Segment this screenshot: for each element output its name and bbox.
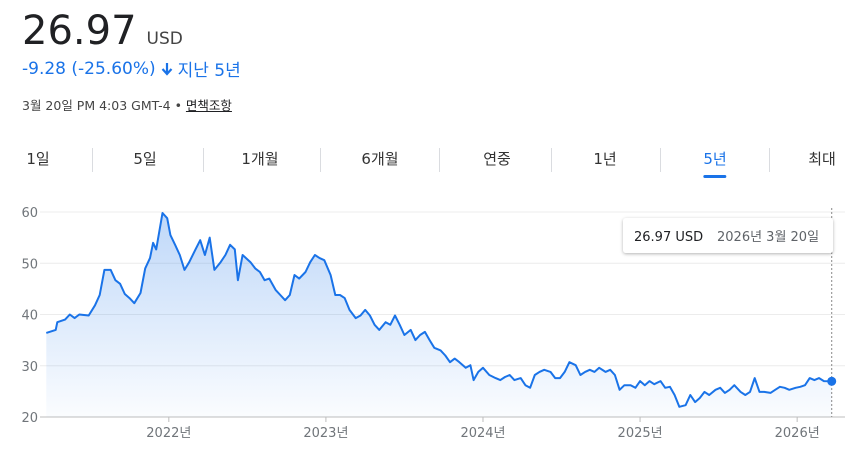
range-tab[interactable]: 1일 [26,150,50,168]
y-tick-label: 40 [21,309,38,324]
x-tick-label: 2026년 [775,426,820,441]
tab-separator [320,148,321,172]
separator: • [174,98,182,113]
range-tab[interactable]: 6개월 [361,150,399,168]
x-tick-label: 2024년 [460,426,505,441]
period: 지난 5년 [177,61,241,81]
x-tick-label: 2025년 [618,426,663,441]
tab-separator [92,148,93,172]
price-line [45,212,832,408]
area [46,213,832,417]
x-tick-label: 2022년 [146,426,191,441]
quote-header: 26.97 USD -9.28 (-25.60%) 지난 5년 3월 20일 PM… [22,8,241,114]
tooltip-value: 26.97 USD [634,230,703,245]
change: -9.28 (-25.60%) [22,58,156,79]
y-tick-label: 50 [21,257,38,272]
tab-separator [439,148,440,172]
timestamp-row: 3월 20일 PM 4:03 GMT-4 • 면책조항 [22,95,241,114]
price-row: 26.97 USD [22,8,241,54]
tooltip-date: 2026년 3월 20일 [717,230,819,245]
timestamp: 3월 20일 PM 4:03 GMT-4 [22,98,171,113]
tab-separator [660,148,661,172]
range-tab[interactable]: 연중 [483,150,511,168]
tab-separator [203,148,204,172]
tab-separator [769,148,770,172]
price: 26.97 [22,8,137,54]
range-tab[interactable]: 최대 [808,150,836,168]
tab-separator [551,148,552,172]
y-tick-label: 30 [21,360,38,375]
range-tab[interactable]: 5년 [703,148,726,178]
disclaimer-link[interactable]: 면책조항 [185,98,232,113]
range-tab[interactable]: 5일 [133,150,157,168]
range-tab[interactable]: 1개월 [241,150,279,168]
range-tabs: 1일 5일 1개월 6개월 연중 1년 5년 최대 [0,140,848,180]
y-tick-label: 20 [21,411,38,426]
down-arrow [161,62,172,76]
range-tab[interactable]: 1년 [593,150,617,168]
currency: USD [146,29,183,49]
change-row: -9.28 (-25.60%) 지난 5년 [22,56,241,82]
tooltip-box [623,218,833,253]
tooltip: 26.97 USD 2026년 3월 20일 [623,218,833,253]
chart: 20 30 40 50 60 2022년 2023년 2024년 2025년 2026년 26.97… [21,206,845,441]
end-point [827,376,837,386]
x-tick-label: 2023년 [303,426,348,441]
y-tick-label: 60 [21,206,38,221]
